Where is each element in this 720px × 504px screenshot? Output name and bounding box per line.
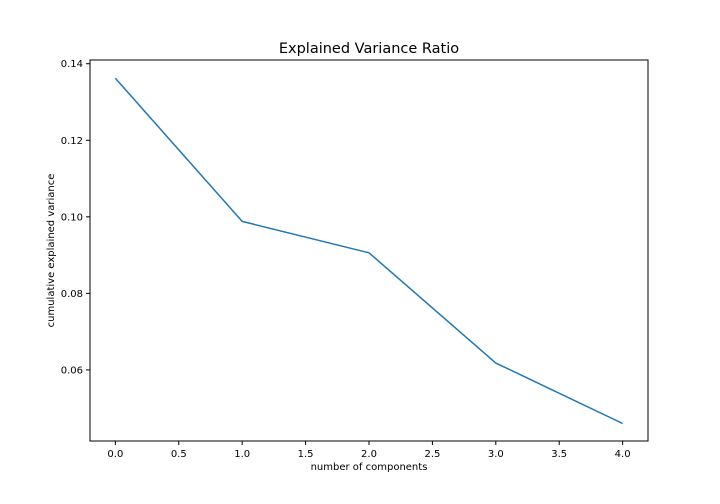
y-tick-label: 0.06 bbox=[61, 365, 83, 376]
x-axis: 0.0 0.5 1.0 1.5 2.0 2.5 3.0 3.5 4.0 bbox=[107, 441, 631, 460]
y-tick-label: 0.12 bbox=[61, 136, 83, 147]
x-tick-label: 2.0 bbox=[361, 449, 377, 460]
x-tick-label: 0.0 bbox=[107, 449, 123, 460]
x-tick-label: 3.0 bbox=[488, 449, 504, 460]
chart-title: Explained Variance Ratio bbox=[279, 41, 459, 57]
x-tick-label: 1.5 bbox=[298, 449, 314, 460]
y-tick-label: 0.14 bbox=[61, 59, 83, 70]
x-tick-label: 0.5 bbox=[171, 449, 187, 460]
x-tick-label: 2.5 bbox=[424, 449, 440, 460]
y-axis-label: cumulative explained variance bbox=[46, 174, 57, 328]
series-layer bbox=[114, 77, 623, 425]
y-tick-label: 0.08 bbox=[61, 289, 83, 300]
x-tick-label: 4.0 bbox=[615, 449, 631, 460]
y-axis: 0.06 0.08 0.10 0.12 0.14 bbox=[61, 59, 90, 376]
y-tick-label: 0.10 bbox=[61, 212, 83, 223]
x-tick-label: 3.5 bbox=[551, 449, 567, 460]
x-tick-label: 1.0 bbox=[234, 449, 250, 460]
x-axis-label: number of components bbox=[311, 462, 428, 473]
series-line bbox=[114, 77, 623, 425]
plot-area bbox=[89, 59, 649, 442]
